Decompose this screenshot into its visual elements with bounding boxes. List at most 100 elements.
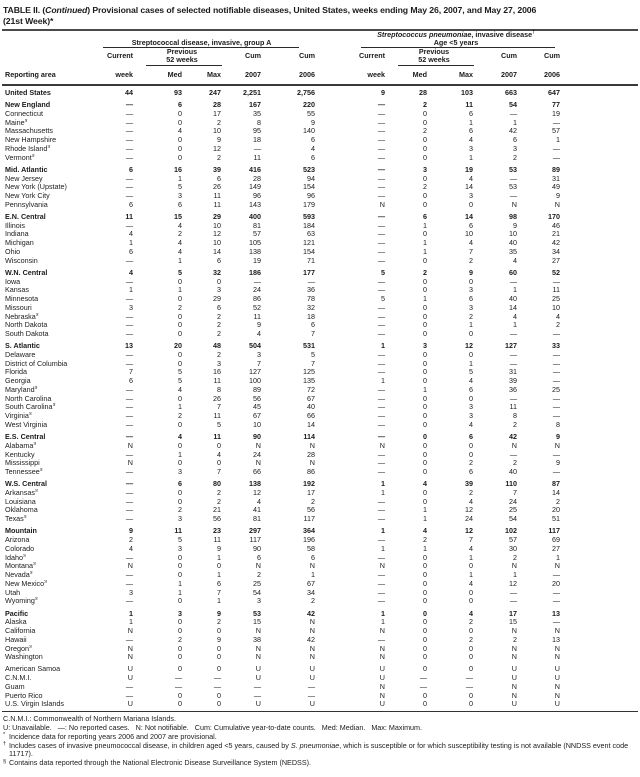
cell-g2-med: 28 <box>419 89 427 97</box>
cell-g1-med: 0 <box>178 295 182 304</box>
row-label-sup: § <box>34 385 38 391</box>
cell-g1-med: 0 <box>178 459 182 468</box>
g2-cum2006-header: Cum <box>544 51 560 60</box>
row-label: E.N. Central <box>5 212 46 221</box>
cell-g1-cum2006: 86 <box>307 468 315 477</box>
row-label: Missouri <box>5 303 32 312</box>
cell-g2-max: 0 <box>469 450 473 459</box>
cell-g1-max: 17 <box>213 109 221 118</box>
row-spacer <box>565 580 638 589</box>
cell-g1-max: 11 <box>213 433 221 442</box>
cell-g2-max: 3 <box>469 144 473 153</box>
cell-g1-max: 0 <box>217 653 221 662</box>
cell-g1-med: 0 <box>178 359 182 368</box>
row-spacer <box>565 110 638 119</box>
row-spacer <box>565 645 638 654</box>
row-spacer <box>565 201 638 210</box>
cell-g2-max: 0 <box>469 700 473 709</box>
row-spacer <box>565 468 638 477</box>
cell-g2-cum2006: 647 <box>548 89 560 97</box>
cell-g2-current-week: — <box>377 497 385 506</box>
cell-g2-current-week: — <box>377 174 385 183</box>
cell-g1-max: 0 <box>217 700 221 709</box>
cell-g2-max: — <box>465 682 473 691</box>
table-row: Hawaii — 2 9 38 42 — 0 2 2 13 <box>2 636 638 645</box>
footnote-abbreviations: U: Unavailable. —: No reported cases. N:… <box>3 722 423 732</box>
table-row: New York City — 3 11 96 96 — 0 3 — 9 <box>2 192 638 201</box>
cell-g1-med: 0 <box>178 488 182 497</box>
row-label: Tennessee <box>5 468 40 477</box>
row-label-cell: Alabama§ <box>2 442 100 451</box>
row-spacer <box>565 480 638 489</box>
cell-g2-med: 0 <box>423 359 427 368</box>
cell-g2-max: 2 <box>469 312 473 321</box>
cell-g2-max: 3 <box>469 403 473 412</box>
row-label-cell: Vermont§ <box>2 154 100 163</box>
cell-g1-med: 1 <box>178 579 182 588</box>
cell-g2-current-week: — <box>377 385 385 394</box>
cell-g2-cum2007: 54 <box>509 101 517 110</box>
footnote-star: * Incidence data for reporting years 2006… <box>3 731 217 741</box>
row-spacer <box>565 545 638 554</box>
row-label: Ohio <box>5 247 21 256</box>
cell-g2-med: 0 <box>423 597 427 606</box>
cell-g2-max: 0 <box>469 562 473 571</box>
cell-g2-cum2006: 25 <box>552 385 560 394</box>
cell-g1-cum2007: 52 <box>253 303 261 312</box>
cell-g2-cum2007: — <box>509 109 517 118</box>
cell-g1-max: 39 <box>213 165 221 174</box>
cell-g1-current-week: — <box>125 515 133 524</box>
cell-g1-current-week: — <box>125 183 133 192</box>
cell-g1-max: 2 <box>217 118 221 127</box>
cell-g1-max: 2 <box>217 618 221 627</box>
cell-g2-max: 6 <box>469 295 473 304</box>
cell-g2-current-week: — <box>377 312 385 321</box>
row-label-cell: Texas§ <box>2 515 100 524</box>
cell-g2-cum2006: — <box>552 144 560 153</box>
cell-g2-cum2007: 6 <box>513 136 517 145</box>
cell-g2-med: 0 <box>423 562 427 571</box>
table-row: Missouri 3 2 6 52 32 — 0 3 14 10 <box>2 304 638 313</box>
g2-week-header: week <box>367 70 385 79</box>
footnote-dagger: † Includes cases of invasive pneumococcal… <box>3 740 631 759</box>
row-spacer <box>565 498 638 507</box>
row-spacer <box>565 89 638 98</box>
cell-g1-current-week: 1 <box>129 618 133 627</box>
cell-g2-cum2007: — <box>509 277 517 286</box>
cell-g2-cum2007: — <box>509 359 517 368</box>
row-spacer <box>565 145 638 154</box>
cell-g2-cum2007: 102 <box>505 527 517 536</box>
cell-g1-med: 0 <box>178 136 182 145</box>
cell-g2-cum2007: 31 <box>509 368 517 377</box>
cell-g1-max: 7 <box>217 468 221 477</box>
cell-g1-cum2006: 55 <box>307 109 315 118</box>
cell-g1-max: 28 <box>213 101 221 110</box>
cell-g1-current-week: N <box>127 459 133 468</box>
cell-g1-cum2007: 2,251 <box>243 89 261 97</box>
cell-g1-max: 1 <box>217 597 221 606</box>
cell-g2-max: 6 <box>469 127 473 136</box>
cell-g2-max: 2 <box>469 635 473 644</box>
row-label-cell: South Carolina§ <box>2 403 100 412</box>
cell-g2-max: 6 <box>469 468 473 477</box>
cell-g2-med: 0 <box>423 136 427 145</box>
cell-g2-max: 3 <box>469 303 473 312</box>
cell-g1-cum2007: 86 <box>253 295 261 304</box>
cell-g2-cum2007: 3 <box>513 144 517 153</box>
row-label: Michigan <box>5 239 34 248</box>
table-row: Puerto Rico — 0 0 — — N 0 0 N N <box>2 692 638 701</box>
cell-g1-cum2006: 179 <box>303 200 315 209</box>
row-spacer <box>565 330 638 339</box>
table-row: Nebraska§ — 0 2 11 18 — 0 2 4 4 <box>2 313 638 322</box>
cell-g1-cum2006: — <box>307 682 315 691</box>
row-label-cell: Guam <box>2 683 100 692</box>
g2-previous-52wk-header: Previous 52 weeks <box>418 47 450 64</box>
cell-g1-cum2007: 4 <box>257 497 261 506</box>
cell-g2-med: 0 <box>423 450 427 459</box>
cell-g1-current-week: 6 <box>129 377 133 386</box>
cell-g2-max: 6 <box>469 433 473 442</box>
row-spacer <box>565 278 638 287</box>
cell-g1-cum2006: 42 <box>307 635 315 644</box>
table-row: Guam — — — — — N — — N N <box>2 683 638 692</box>
g2-cum2007-header: Cum <box>501 51 517 60</box>
